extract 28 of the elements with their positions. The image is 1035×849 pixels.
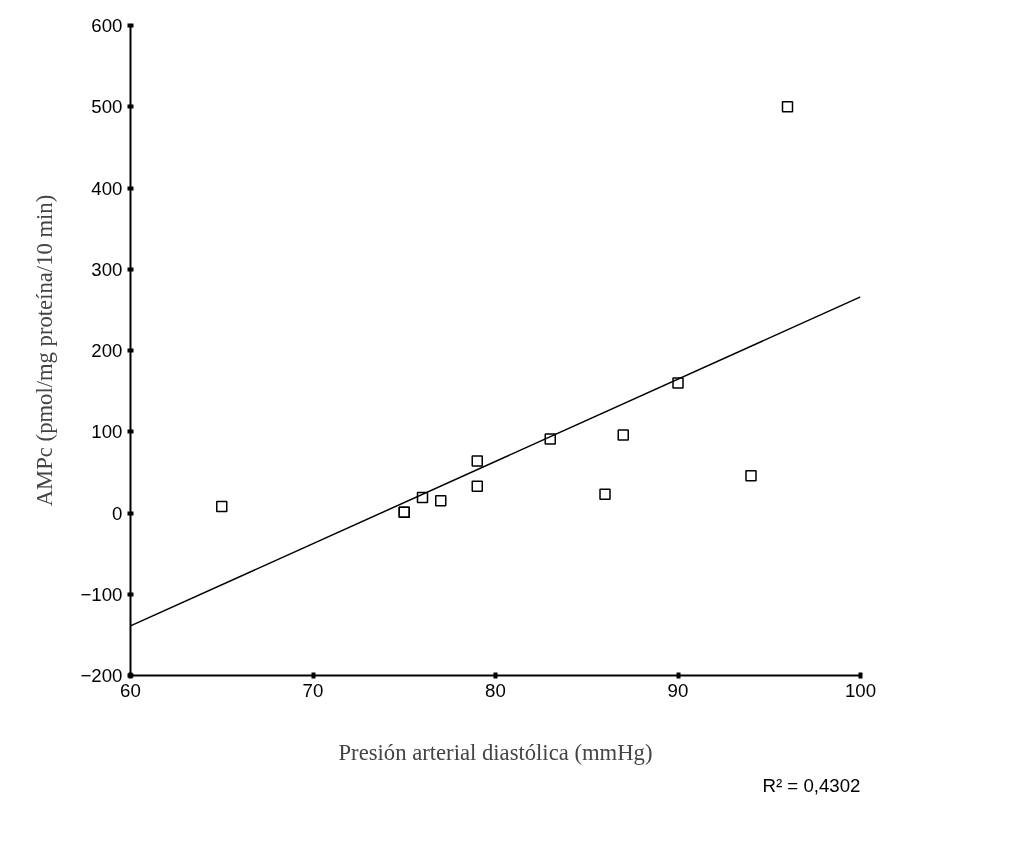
point (745, 469, 757, 482)
point (435, 495, 447, 507)
y-tick-label: 100 (91, 421, 123, 443)
point (544, 433, 556, 445)
y-tick-label: 300 (91, 258, 123, 280)
point (471, 480, 483, 492)
point (599, 488, 611, 501)
y-tick-label: 200 (91, 340, 123, 361)
point (471, 455, 483, 467)
x-tick-label: 70 (302, 679, 324, 701)
y-tick-label: 500 (91, 96, 123, 118)
text: R² = 0,4302 (762, 774, 861, 796)
point (216, 500, 228, 513)
x-tick-label: 90 (667, 679, 689, 701)
y-tick-label: −200 (80, 665, 123, 686)
point (416, 491, 429, 504)
y-tick-label: −100 (80, 583, 123, 605)
x-tick-label: 60 (120, 679, 141, 701)
point (672, 377, 684, 389)
x-tick-label: 100 (844, 679, 877, 701)
y-tick-label: 0 (112, 502, 123, 524)
x-tick-label: 80 (485, 679, 506, 701)
y-axis-title: AMPc (pmol/mg proteína/10 min) (32, 194, 58, 507)
point (617, 429, 629, 441)
y-tick-label: 600 (91, 15, 123, 36)
y-tick-label: 400 (91, 177, 123, 199)
x-axis-title: Presión arterial diastólica (mmHg) (338, 739, 653, 765)
point (781, 101, 794, 113)
